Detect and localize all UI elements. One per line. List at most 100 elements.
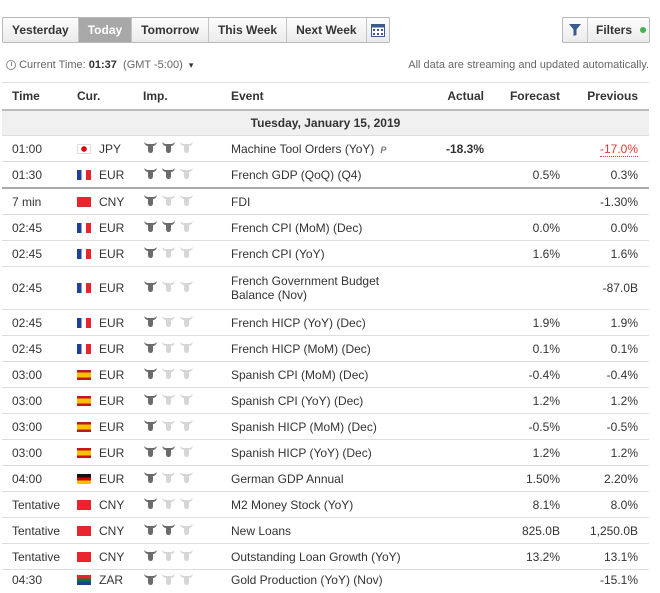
event-actual: [412, 215, 494, 241]
event-name[interactable]: Outstanding Loan Growth (YoY): [231, 550, 401, 564]
event-name[interactable]: FDI: [231, 195, 250, 209]
flag-icon: [77, 283, 91, 293]
importance-rating: [143, 440, 231, 466]
tab-this-week[interactable]: This Week: [209, 18, 287, 42]
chevron-down-icon: ▾: [189, 60, 194, 70]
event-actual: [412, 492, 494, 518]
event-previous: -1.30%: [600, 195, 638, 209]
event-actual: [412, 388, 494, 414]
timezone-selector[interactable]: (GMT -5:00) ▾: [123, 59, 193, 71]
col-time[interactable]: Time: [2, 83, 77, 111]
event-actual: [412, 188, 494, 215]
event-currency: EUR: [99, 247, 124, 261]
event-name[interactable]: Gold Production (YoY) (Nov): [231, 573, 383, 587]
event-name[interactable]: French HICP (MoM) (Dec): [231, 342, 371, 356]
event-actual: [412, 414, 494, 440]
bull-icon: [161, 471, 176, 487]
event-time: 03:00: [2, 362, 77, 388]
importance-rating: [143, 336, 231, 362]
event-name[interactable]: French CPI (YoY): [231, 247, 325, 261]
bull-icon: [161, 280, 176, 296]
event-forecast: [494, 188, 560, 215]
bull-icon: [161, 419, 176, 435]
importance-rating: [143, 362, 231, 388]
event-name[interactable]: German GDP Annual: [231, 472, 344, 486]
event-name[interactable]: New Loans: [231, 524, 291, 538]
flag-icon: [77, 474, 91, 484]
bull-icon: [143, 194, 158, 210]
bull-icon: [179, 419, 194, 435]
tab-yesterday[interactable]: Yesterday: [3, 18, 79, 42]
event-previous: 1,250.0B: [590, 524, 638, 538]
bull-icon: [143, 393, 158, 409]
importance-rating: [143, 162, 231, 189]
event-currency: JPY: [99, 142, 121, 156]
col-event[interactable]: Event: [231, 83, 412, 111]
current-time-value: 01:37: [89, 59, 117, 71]
event-currency: CNY: [99, 195, 124, 209]
event-name[interactable]: Spanish CPI (YoY) (Dec): [231, 394, 363, 408]
event-name[interactable]: French Government Budget Balance (Nov): [231, 274, 379, 302]
event-name[interactable]: French HICP (YoY) (Dec): [231, 316, 366, 330]
event-currency: EUR: [99, 281, 124, 295]
bull-icon: [161, 573, 176, 589]
col-previous[interactable]: Previous: [560, 83, 649, 111]
tab-tomorrow[interactable]: Tomorrow: [132, 18, 209, 42]
event-currency: EUR: [99, 472, 124, 486]
event-name[interactable]: M2 Money Stock (YoY): [231, 498, 353, 512]
flag-icon: [77, 144, 91, 154]
tab-next-week[interactable]: Next Week: [287, 18, 366, 42]
col-actual[interactable]: Actual: [412, 83, 494, 111]
event-forecast: [494, 570, 560, 593]
event-name[interactable]: French CPI (MoM) (Dec): [231, 221, 362, 235]
bull-icon: [143, 497, 158, 513]
clock-icon: [6, 60, 16, 70]
event-currency: EUR: [99, 394, 124, 408]
bull-icon: [161, 497, 176, 513]
bull-icon: [143, 315, 158, 331]
economic-calendar-table: Time Cur. Imp. Event Actual Forecast Pre…: [2, 82, 649, 593]
importance-rating: [143, 492, 231, 518]
col-importance[interactable]: Imp.: [143, 83, 231, 111]
event-currency: ZAR: [99, 573, 123, 587]
flag-icon: [77, 552, 91, 562]
event-time: 02:45: [2, 336, 77, 362]
event-name[interactable]: Machine Tool Orders (YoY): [231, 142, 374, 156]
importance-rating: [143, 466, 231, 492]
calendar-button[interactable]: [367, 18, 389, 42]
tab-today[interactable]: Today: [79, 18, 132, 42]
event-name[interactable]: Spanish HICP (MoM) (Dec): [231, 420, 377, 434]
event-name[interactable]: Spanish HICP (YoY) (Dec): [231, 446, 372, 460]
event-time: 03:00: [2, 440, 77, 466]
bull-icon: [179, 246, 194, 262]
event-name[interactable]: French GDP (QoQ) (Q4): [231, 168, 361, 182]
filter-icon: [569, 24, 581, 36]
flag-icon: [77, 318, 91, 328]
event-currency: EUR: [99, 221, 124, 235]
event-forecast: 0.5%: [494, 162, 560, 189]
event-actual: [412, 362, 494, 388]
event-name[interactable]: Spanish CPI (MoM) (Dec): [231, 368, 368, 382]
bull-icon: [161, 167, 176, 183]
col-currency[interactable]: Cur.: [77, 83, 143, 111]
col-forecast[interactable]: Forecast: [494, 83, 560, 111]
event-time: 7 min: [2, 188, 77, 215]
event-row[interactable]: 7 min CNY FDI -1.30%: [2, 188, 649, 215]
filters-button[interactable]: Filters: [562, 17, 650, 43]
